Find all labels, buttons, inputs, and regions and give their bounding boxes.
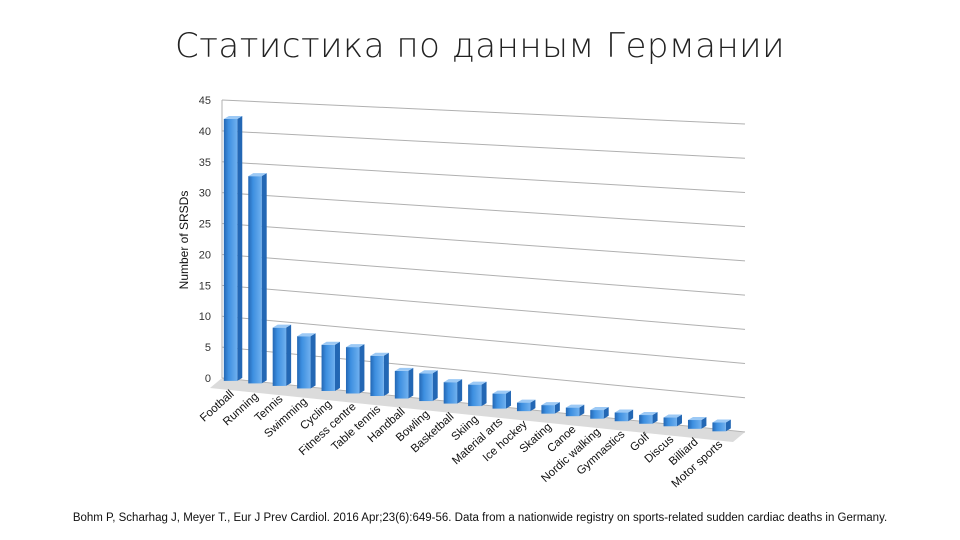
bar-side [359,344,365,394]
bar-top [492,390,511,394]
bar [248,176,262,384]
bar-side [603,407,609,419]
bar-side [383,352,389,397]
bar-top [590,407,609,411]
bar-top [394,367,414,371]
bar-side [652,412,658,424]
bar-side [432,370,438,402]
gridline [221,192,746,228]
y-tick-label: 40 [199,126,211,138]
gridline [221,223,746,262]
bar [443,382,458,404]
bar-top [321,341,340,345]
bar-side [261,173,267,384]
bar [663,417,677,427]
bar-top [516,399,536,403]
bar-top [345,344,365,348]
y-tick-label: 30 [199,188,211,200]
bar-side [505,390,511,409]
gridline [221,253,746,296]
bar [639,415,653,424]
gridline [221,130,746,159]
chart-bars [223,115,731,432]
y-tick-label: 0 [205,373,211,385]
bar-side [457,379,463,404]
y-tick-label: 45 [199,95,211,107]
bar-top [248,173,267,177]
chart-floor [210,378,745,442]
bar [394,370,409,399]
bar-top [419,370,438,374]
bar-side [554,402,560,414]
bar-top [663,414,682,418]
bar-top [565,404,585,408]
gridline [221,161,746,193]
bar-side [286,324,292,386]
bar-side [628,409,634,422]
bar [370,355,384,397]
bar [419,373,433,402]
bar [297,336,311,389]
y-tick-label: 25 [199,219,211,231]
bar-side [310,333,316,389]
bar [687,420,702,429]
bar-side [725,419,731,432]
bar [541,405,555,414]
bar-top [272,324,292,328]
bar-side [237,115,243,381]
bar [223,118,238,381]
bar [614,412,629,422]
bar-top [639,412,658,416]
bar [712,422,726,432]
bar [345,347,360,394]
y-tick-label: 35 [199,157,211,169]
bar [492,393,506,409]
bar-top [297,333,316,337]
bar-top [370,352,389,356]
bar-side [530,399,536,412]
bar-side [481,381,487,407]
bar [565,407,580,417]
gridline [221,284,746,330]
bar [321,344,335,391]
bar-top [541,402,560,406]
source-caption: Bohm P, Scharhag J, Meyer T., Eur J Prev… [72,512,888,524]
bar [516,402,531,412]
bar-side [676,414,682,427]
bar-top [443,379,463,383]
y-tick-label: 15 [199,280,211,292]
bar-top [712,419,731,423]
bar-top [687,417,707,421]
y-tick-label: 10 [199,311,211,323]
bar-side [579,404,585,417]
bar-top [468,381,487,385]
bar-side [334,341,340,391]
bar [272,327,287,386]
slide-title: Статистика по данным Германии [175,26,785,66]
y-axis-label: Number of SRSDs [177,191,191,290]
y-tick-label: 5 [205,342,211,354]
gridline [221,99,746,125]
gridline [221,315,746,365]
bar-side [701,417,707,429]
bar-top [614,409,634,413]
bar [590,410,604,419]
bar [468,384,482,407]
bar-side [408,367,414,399]
bar-top [223,115,243,119]
y-tick-label: 20 [199,249,211,261]
y-axis-ticks: 0 5 10 15 20 25 30 35 40 45 [199,95,211,385]
